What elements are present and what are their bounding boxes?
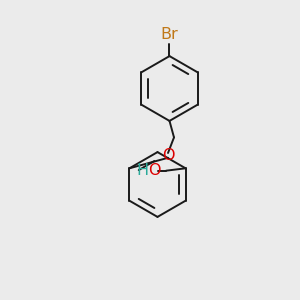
Text: Br: Br [160, 27, 178, 42]
Text: O: O [162, 148, 174, 163]
Text: H: H [136, 163, 148, 178]
Text: O: O [148, 163, 161, 178]
